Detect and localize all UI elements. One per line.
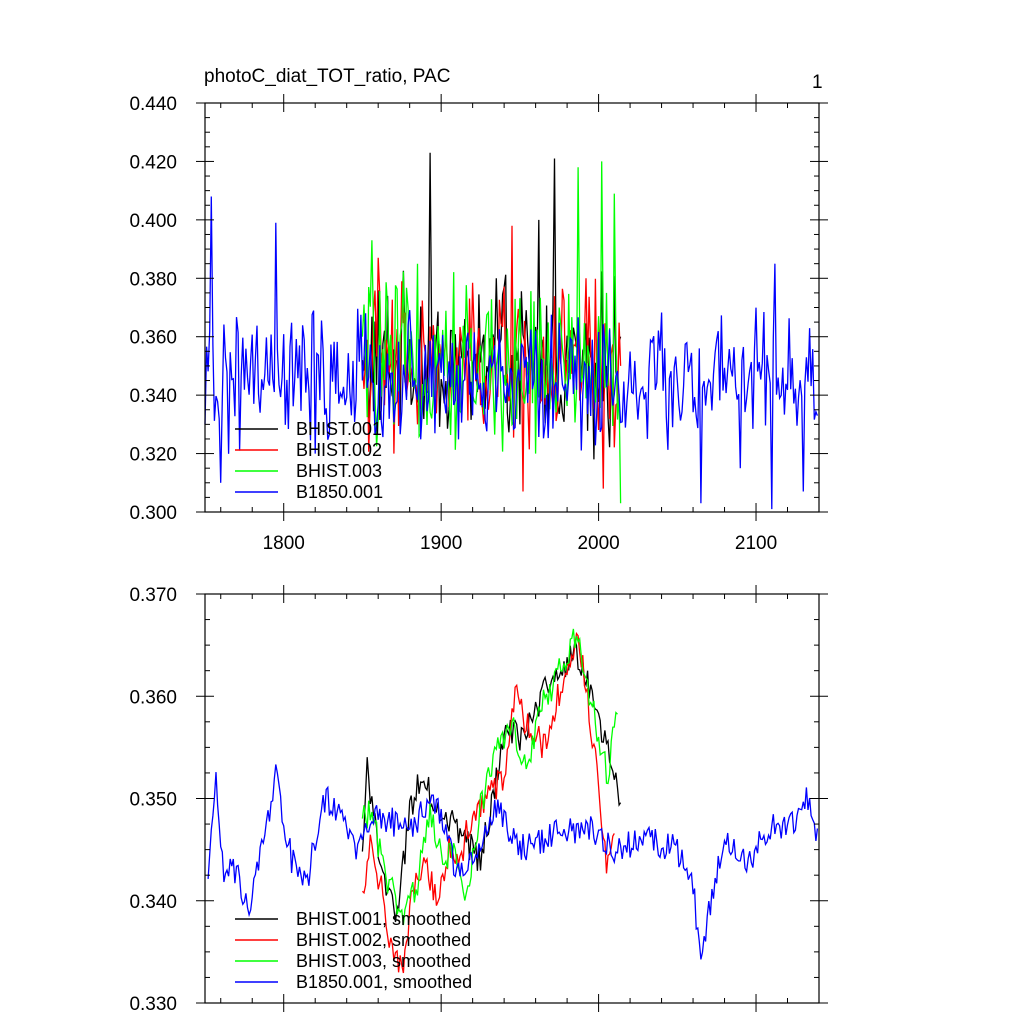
bottom-plot-x-axis <box>220 585 820 1012</box>
top-plot-series <box>204 152 819 510</box>
legend-label: B1850.001 <box>296 482 383 502</box>
y-tick-label: 0.320 <box>129 445 177 466</box>
legend-label: BHIST.003 <box>296 461 382 481</box>
y-tick-label: 0.340 <box>129 386 177 407</box>
y-tick-label: 0.400 <box>129 211 177 232</box>
bottom-plot-y-axis: 0.330 0.340 0.350 0.360 0.370 <box>129 585 828 1015</box>
corner-label: 1 <box>812 72 823 93</box>
series-line <box>361 640 622 923</box>
top-plot-y-axis: 0.300 0.320 0.340 0.360 0.380 0.400 0.420 0.440 <box>129 94 828 524</box>
y-tick-label: 0.300 <box>129 503 177 524</box>
legend-label: B1850.001, smoothed <box>296 972 472 992</box>
bottom-plot: 0.330 0.340 0.350 0.360 0.370 BHIST.001, smo… <box>129 585 828 1015</box>
legend-label: BHIST.002 <box>296 440 382 460</box>
y-tick-label: 0.420 <box>129 152 177 173</box>
bottom-plot-series <box>207 628 819 974</box>
y-tick-label: 0.380 <box>129 269 177 290</box>
chart-title: photoC_diat_TOT_ratio, PAC <box>204 66 450 87</box>
legend-label: BHIST.002, smoothed <box>296 930 471 950</box>
y-tick-label: 0.330 <box>129 994 177 1015</box>
x-tick-label: 1900 <box>420 533 462 554</box>
legend-label: BHIST.001, smoothed <box>296 909 471 929</box>
top-plot-x-axis: 1800 1900 2000 2100 <box>220 94 820 554</box>
x-tick-label: 2100 <box>735 533 777 554</box>
series-line <box>361 628 618 926</box>
x-tick-label: 2000 <box>577 533 619 554</box>
y-tick-label: 0.360 <box>129 328 177 349</box>
series-line <box>207 764 819 960</box>
top-plot: photoC_diat_TOT_ratio, PAC 1 1800 1900 200… <box>129 66 828 554</box>
y-tick-label: 0.370 <box>129 585 177 606</box>
legend-label: BHIST.003, smoothed <box>296 951 471 971</box>
y-tick-label: 0.440 <box>129 94 177 115</box>
y-tick-label: 0.340 <box>129 892 177 913</box>
y-tick-label: 0.350 <box>129 790 177 811</box>
series-line <box>361 161 622 504</box>
x-tick-label: 1800 <box>263 533 305 554</box>
series-line <box>361 631 615 974</box>
series-line <box>204 196 819 510</box>
legend-label: BHIST.001 <box>296 419 382 439</box>
y-tick-label: 0.360 <box>129 687 177 708</box>
